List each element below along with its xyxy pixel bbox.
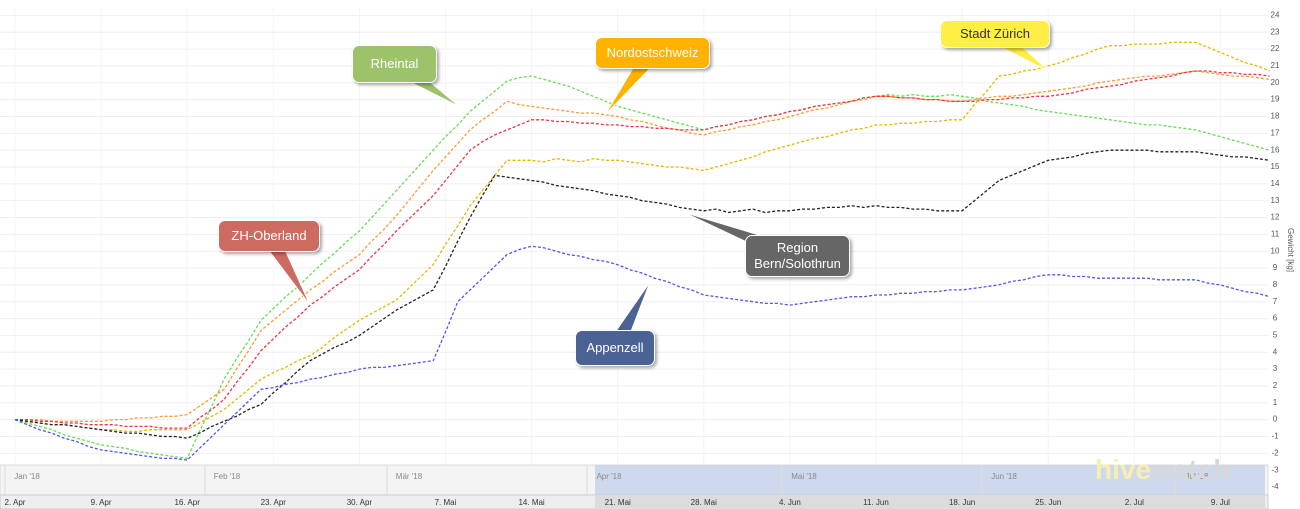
- x-tick-label: 28. Mai: [691, 498, 717, 507]
- navigator-label: Jul '18: [1186, 472, 1209, 481]
- x-tick-label: 16. Apr: [175, 498, 201, 507]
- x-tick-label: 7. Mai: [435, 498, 457, 507]
- y-tick-label: 22: [1271, 44, 1280, 53]
- series-line: [15, 70, 1270, 429]
- y-tick-label: 2: [1273, 381, 1278, 390]
- callout: Rheintal: [352, 45, 437, 83]
- x-tick-label: 9. Apr: [91, 498, 112, 507]
- series-line: [14, 245, 1270, 461]
- x-tick-label: 11. Jun: [863, 498, 889, 507]
- y-tick-label: -2: [1271, 448, 1279, 457]
- series-line: [14, 75, 1270, 460]
- y-tick-label: 1: [1273, 398, 1278, 407]
- x-tick-label: 25. Jun: [1035, 498, 1061, 507]
- navigator-label: Jan '18: [14, 472, 40, 481]
- navigator-label: Apr '18: [596, 472, 622, 481]
- y-tick-label: -4: [1271, 482, 1279, 491]
- x-tick-label: 21. Mai: [605, 498, 631, 507]
- x-tick-label: 9. Jul: [1211, 498, 1230, 507]
- x-tick-label: 4. Jun: [779, 498, 801, 507]
- watermark-part: hive: [1095, 454, 1151, 485]
- callout: ZH-Oberland: [218, 220, 320, 252]
- y-tick-label: -3: [1271, 465, 1279, 474]
- callout: Stadt Zürich: [940, 20, 1050, 48]
- y-tick-label: 23: [1271, 27, 1280, 36]
- y-tick-label: 20: [1271, 78, 1280, 87]
- x-tick-label: 2. Apr: [5, 498, 26, 507]
- series-line: [14, 149, 1270, 439]
- y-tick-label: 16: [1271, 145, 1280, 154]
- y-tick-label: 19: [1271, 95, 1280, 104]
- y-tick-label: 24: [1271, 11, 1280, 20]
- callout: Appenzell: [575, 330, 655, 366]
- y-tick-label: 7: [1273, 297, 1278, 306]
- callout: Region Bern/Solothrun: [745, 235, 850, 277]
- x-tick-label: 30. Apr: [347, 498, 373, 507]
- navigator-label: Jun '18: [991, 472, 1017, 481]
- y-tick-label: 17: [1271, 128, 1280, 137]
- y-tick-label: 0: [1273, 415, 1278, 424]
- y-tick-label: 15: [1271, 162, 1280, 171]
- y-tick-label: 5: [1273, 331, 1278, 340]
- y-tick-label: 9: [1273, 263, 1278, 272]
- y-tick-label: 11: [1271, 229, 1280, 238]
- scrollbar-thumb[interactable]: [595, 496, 1265, 508]
- series-line: [15, 70, 1270, 422]
- x-tick-label: 14. Mai: [518, 498, 544, 507]
- navigator-selection: [595, 465, 1265, 495]
- watermark: hivewatch: [1095, 454, 1230, 485]
- y-tick-label: 6: [1273, 314, 1278, 323]
- y-tick-label: 4: [1273, 347, 1278, 356]
- watermark-part: watch: [1150, 454, 1230, 485]
- y-tick-label: 10: [1271, 246, 1280, 255]
- x-tick-label: 23. Apr: [261, 498, 287, 507]
- navigator-label: Mär '18: [396, 472, 423, 481]
- x-tick-label: 18. Jun: [949, 498, 975, 507]
- y-tick-label: 13: [1271, 196, 1280, 205]
- navigator-label: Mai '18: [791, 472, 817, 481]
- y-tick-label: 12: [1271, 213, 1280, 222]
- y-tick-label: 3: [1273, 364, 1278, 373]
- y-tick-label: 14: [1271, 179, 1280, 188]
- x-tick-label: 2. Jul: [1125, 498, 1144, 507]
- callout: Nordostschweiz: [595, 37, 710, 69]
- y-tick-label: -1: [1271, 432, 1279, 441]
- series-line: [14, 41, 1270, 433]
- y-tick-label: 8: [1273, 280, 1278, 289]
- navigator-label: Feb '18: [214, 472, 241, 481]
- y-tick-label: 21: [1271, 61, 1280, 70]
- y-axis-title: Gewicht [kg]: [1286, 228, 1295, 272]
- y-tick-label: 18: [1271, 112, 1280, 121]
